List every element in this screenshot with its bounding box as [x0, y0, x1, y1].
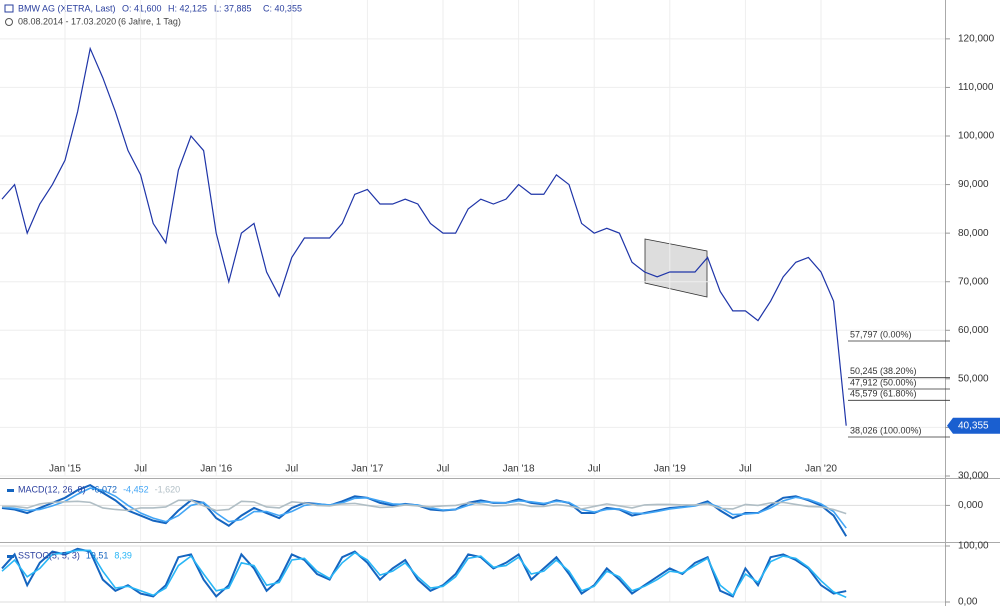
x-tick-label: Jan '20: [805, 464, 837, 475]
legend-value: 8,39: [114, 550, 132, 560]
y-tick-label: 120,000: [958, 33, 995, 44]
legend-value: -1,620: [155, 484, 181, 494]
series-line: [2, 499, 847, 515]
fib-label: 38,026 (100.00%): [850, 425, 922, 435]
price-label: 40,355: [958, 420, 989, 431]
series-line: [1, 483, 848, 537]
legend-swatch: [7, 489, 14, 492]
period: (6 Jahre, 1 Tag): [118, 16, 181, 26]
legend-value: -4,452: [123, 484, 149, 494]
legend-value: -6,072: [92, 484, 118, 494]
series-line: [1, 547, 847, 598]
x-tick-label: Jan '16: [200, 464, 232, 475]
y-tick-label: 100,00: [958, 541, 989, 552]
x-tick-label: Jul: [588, 464, 601, 475]
x-tick-label: Jan '15: [49, 464, 81, 475]
fib-label: 45,579 (61.80%): [850, 389, 917, 399]
indicator-title: SSTOC(5, 5, 3): [18, 550, 80, 560]
chart-title: BMW AG (XETRA, Last): [18, 3, 116, 13]
x-tick-label: Jul: [285, 464, 298, 475]
fib-label: 47,912 (50.00%): [850, 377, 917, 387]
y-tick-label: 50,000: [958, 373, 989, 384]
series-line: [1, 46, 847, 426]
legend-value: 19,51: [86, 550, 109, 560]
icon: [4, 4, 14, 13]
y-tick-label: 0,00: [958, 597, 978, 606]
x-tick-label: Jan '17: [351, 464, 383, 475]
x-tick-label: Jan '19: [654, 464, 686, 475]
quote: L: 37,885: [214, 3, 252, 13]
icon: [5, 18, 13, 26]
y-tick-label: 70,000: [958, 276, 989, 287]
legend-swatch: [7, 555, 14, 558]
quote: H: 42,125: [168, 3, 207, 13]
y-tick-label: 30,000: [958, 471, 989, 482]
y-tick-label: 0,000: [958, 500, 983, 511]
quote: C: 40,355: [263, 3, 302, 13]
subtitle: 08.08.2014 - 17.03.2020: [18, 16, 116, 26]
fib-label: 57,797 (0.00%): [850, 329, 912, 339]
y-tick-label: 110,000: [958, 82, 994, 93]
x-tick-label: Jul: [739, 464, 752, 475]
y-tick-label: 60,000: [958, 325, 989, 336]
x-tick-label: Jul: [134, 464, 147, 475]
y-tick-label: 100,000: [958, 131, 995, 142]
series-line: [1, 549, 847, 599]
channel: [644, 238, 708, 298]
fib-label: 50,245 (38.20%): [850, 366, 917, 376]
x-tick-label: Jul: [437, 464, 450, 475]
y-tick-label: 80,000: [958, 228, 989, 239]
indicator-title: MACD(12, 26, 9): [18, 484, 86, 494]
x-tick-label: Jan '18: [503, 464, 535, 475]
y-tick-label: 90,000: [958, 179, 989, 190]
price-badge: [947, 417, 1000, 434]
quote: O: 41,600: [122, 3, 162, 13]
